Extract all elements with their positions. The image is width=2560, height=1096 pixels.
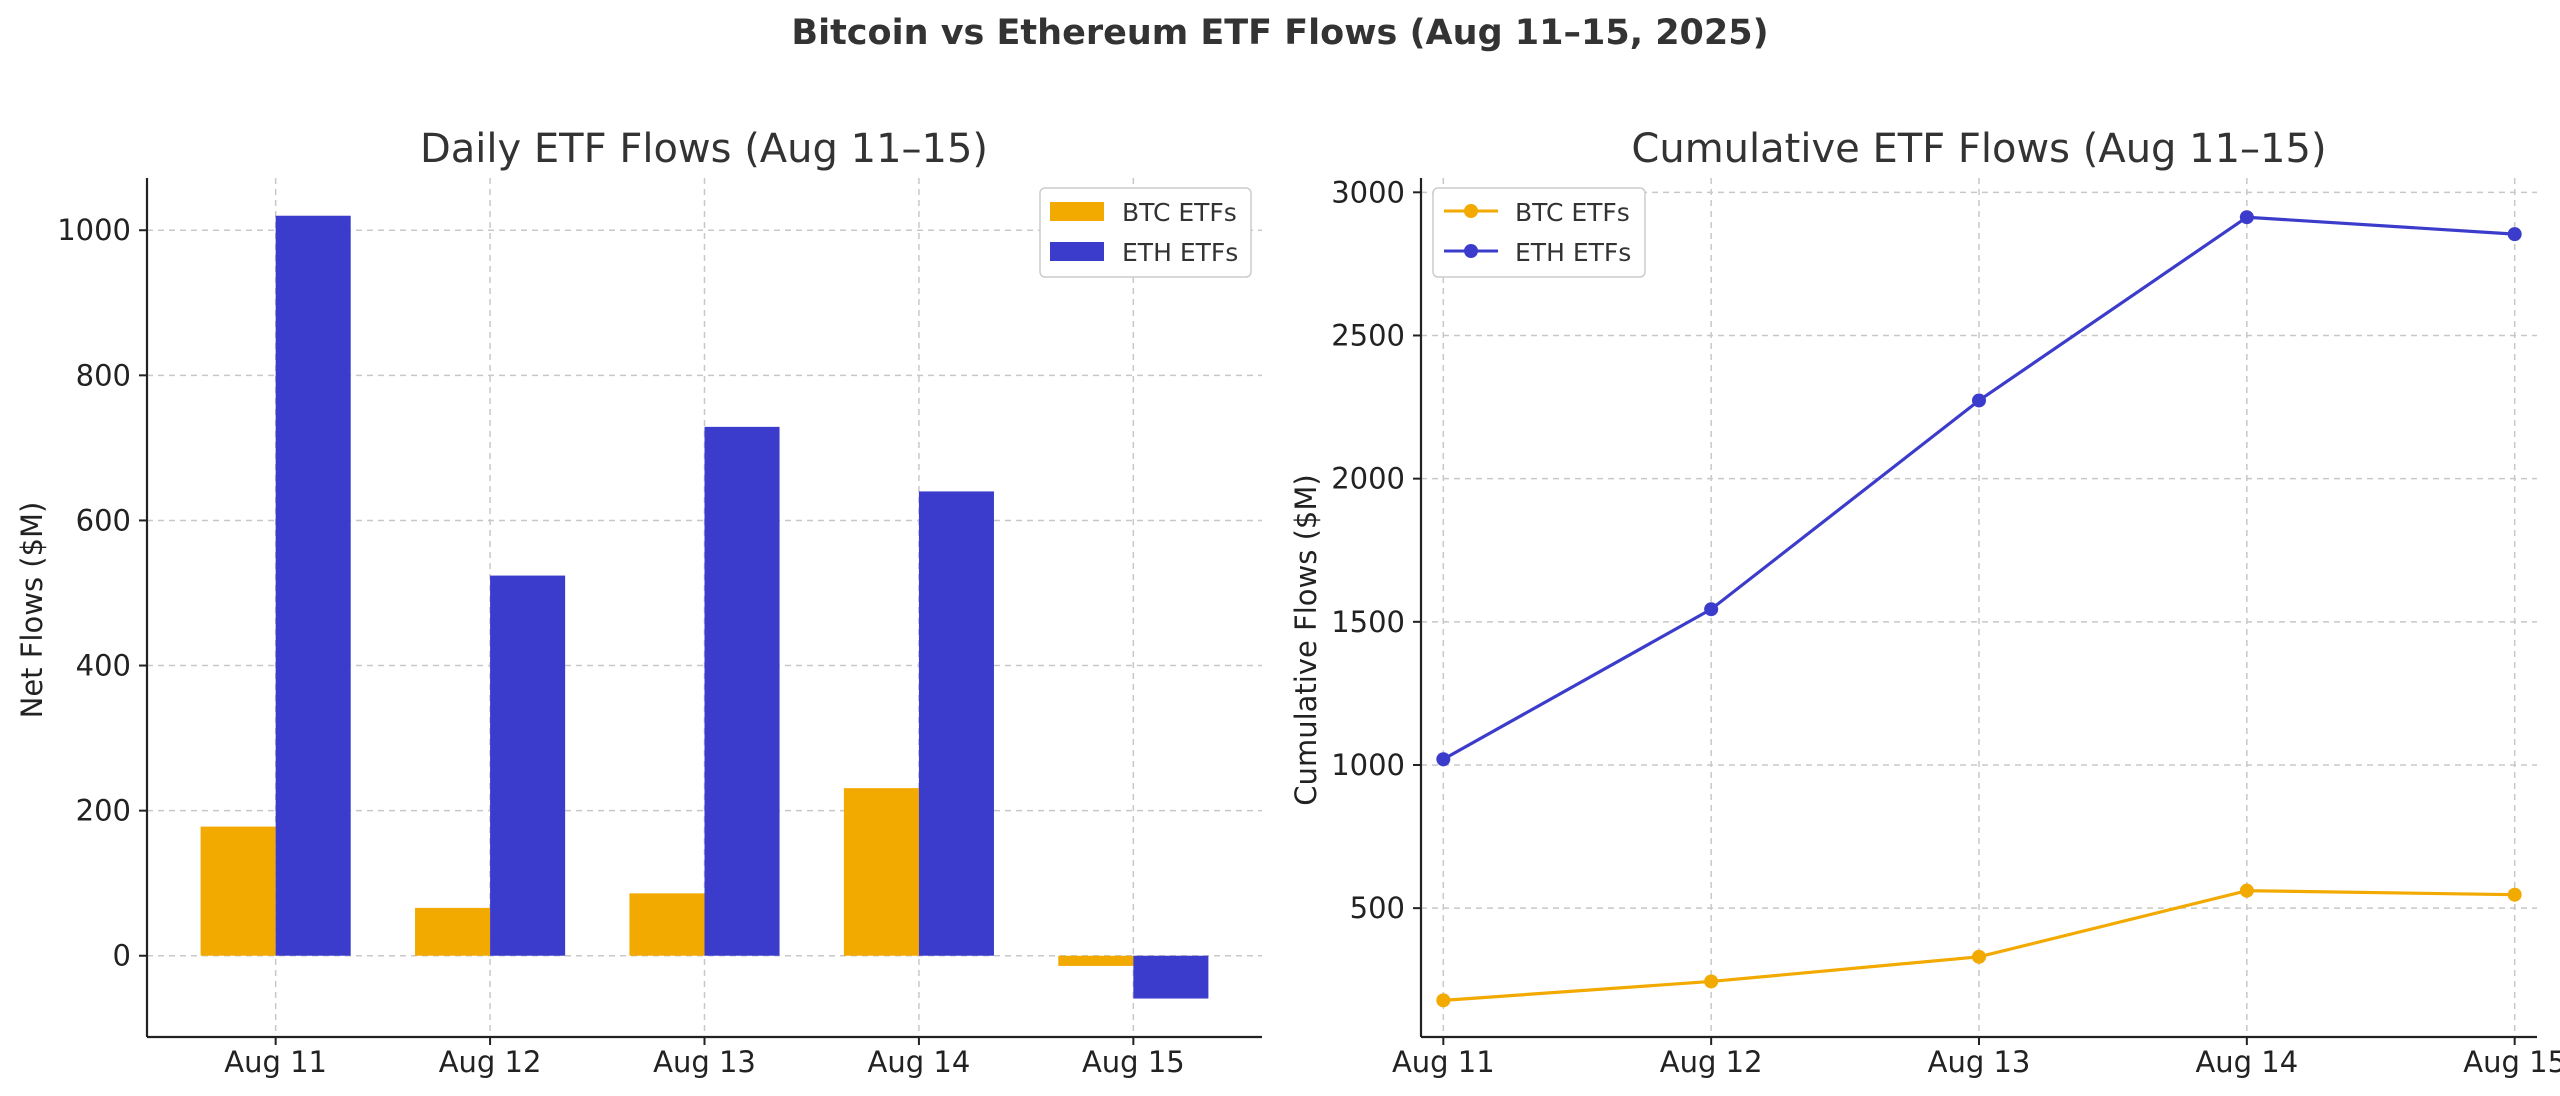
daily-x-tick-label: Aug 13 [653,1045,756,1079]
cumulative-point-eth-aug-14 [2239,210,2254,225]
daily-y-tick-label: 1000 [57,213,131,247]
cumulative-lines [1436,210,2522,1008]
cumulative-point-btc-aug-15 [2507,887,2522,902]
cumulative-x-tick-label: Aug 13 [1928,1045,2031,1079]
daily-legend-eth-swatch [1050,242,1104,261]
cumulative-legend-btc-label: BTC ETFs [1515,198,1630,227]
daily-bar-btc-aug-14 [843,788,919,956]
cumulative-legend: BTC ETFs ETH ETFs [1432,187,1646,278]
cumulative-y-tick-label: 1000 [1331,748,1405,782]
daily-y-tick-label: 400 [76,649,131,683]
cumulative-flows-chart: Cumulative ETF Flows (Aug 11–15) Cumulat… [1289,126,2560,1079]
cumulative-x-tick-label: Aug 15 [2463,1045,2560,1079]
cumulative-axes: 500 1000 1500 2000 2500 3000 Aug 11 Aug 12 Aug 1… [1331,175,2560,1079]
cumulative-legend-btc-marker [1464,204,1478,218]
daily-bar-eth-aug-13 [704,426,780,956]
cumulative-grid [1421,178,2537,1037]
daily-bar-btc-aug-15 [1058,955,1134,966]
cumulative-y-tick-label: 2500 [1331,318,1405,352]
daily-x-tick-label: Aug 12 [439,1045,542,1079]
daily-bars [200,215,1209,999]
cumulative-point-eth-aug-11 [1436,752,1451,767]
cumulative-y-tick-label: 3000 [1331,175,1405,209]
daily-bar-eth-aug-14 [918,491,994,956]
cumulative-y-tick-label: 500 [1350,891,1405,925]
cumulative-legend-eth-label: ETH ETFs [1515,238,1631,267]
cumulative-y-axis-label: Cumulative Flows ($M) [1289,474,1323,805]
daily-x-tick-label: Aug 15 [1082,1045,1185,1079]
cumulative-point-btc-aug-11 [1436,993,1451,1008]
daily-axes: 0 200 400 600 800 1000 Aug 11 Aug 12 Aug 13 Aug 1… [57,178,1262,1079]
daily-bar-btc-aug-13 [629,893,705,956]
cumulative-point-btc-aug-14 [2239,883,2254,898]
daily-y-tick-label: 600 [76,503,131,537]
daily-bar-btc-aug-11 [200,826,276,956]
daily-chart-title: Daily ETF Flows (Aug 11–15) [420,126,988,172]
daily-bar-eth-aug-11 [275,215,351,956]
daily-flows-chart: Daily ETF Flows (Aug 11–15) Net Flows ($… [15,126,1262,1079]
daily-x-tick-label: Aug 11 [224,1045,327,1079]
cumulative-y-tick-label: 1500 [1331,605,1405,639]
daily-legend-btc-swatch [1050,202,1104,221]
cumulative-point-eth-aug-12 [1704,602,1719,617]
cumulative-point-eth-aug-15 [2507,227,2522,242]
daily-legend: BTC ETFs ETH ETFs [1039,187,1252,278]
daily-x-tick-label: Aug 14 [868,1045,971,1079]
daily-bar-btc-aug-12 [415,907,491,956]
daily-y-axis-label: Net Flows ($M) [15,502,49,719]
daily-bar-eth-aug-12 [490,575,566,956]
cumulative-x-tick-label: Aug 14 [2195,1045,2298,1079]
figure-title: Bitcoin vs Ethereum ETF Flows (Aug 11–15… [791,13,1768,53]
daily-y-tick-label: 200 [76,794,131,828]
cumulative-point-eth-aug-13 [1972,393,1986,408]
daily-legend-eth-label: ETH ETFs [1122,238,1238,267]
daily-y-tick-label: 800 [76,358,131,392]
cumulative-point-btc-aug-13 [1972,949,1986,964]
cumulative-chart-title: Cumulative ETF Flows (Aug 11–15) [1631,126,2326,172]
cumulative-y-tick-label: 2000 [1331,462,1405,496]
cumulative-x-tick-label: Aug 12 [1660,1045,1763,1079]
daily-bar-eth-aug-15 [1133,955,1209,999]
daily-legend-btc-label: BTC ETFs [1122,198,1237,227]
cumulative-point-btc-aug-12 [1704,974,1719,989]
cumulative-x-tick-label: Aug 11 [1392,1045,1495,1079]
daily-y-tick-label: 0 [113,939,131,973]
cumulative-legend-eth-marker [1464,244,1478,258]
